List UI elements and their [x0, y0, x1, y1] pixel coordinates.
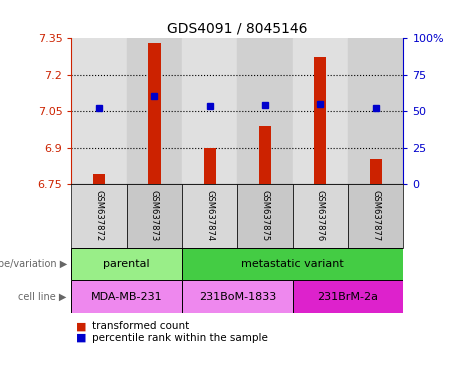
Text: MDA-MB-231: MDA-MB-231	[91, 291, 163, 302]
Text: genotype/variation ▶: genotype/variation ▶	[0, 259, 67, 269]
Text: GSM637872: GSM637872	[95, 190, 104, 242]
Text: parental: parental	[103, 259, 150, 269]
Bar	[348, 184, 403, 248]
Bar	[71, 184, 127, 248]
Text: ■: ■	[76, 321, 87, 331]
Text: GSM637875: GSM637875	[260, 190, 270, 242]
Bar	[259, 126, 271, 184]
Text: percentile rank within the sample: percentile rank within the sample	[92, 333, 268, 343]
Bar	[293, 184, 348, 248]
Text: ■: ■	[76, 333, 87, 343]
Text: GSM637873: GSM637873	[150, 190, 159, 242]
Bar	[71, 248, 182, 280]
Bar	[204, 148, 216, 184]
Text: 231BrM-2a: 231BrM-2a	[318, 291, 378, 302]
Text: transformed count: transformed count	[92, 321, 189, 331]
Bar	[293, 38, 348, 184]
Title: GDS4091 / 8045146: GDS4091 / 8045146	[167, 22, 307, 36]
Text: metastatic variant: metastatic variant	[242, 259, 344, 269]
Bar	[182, 184, 237, 248]
Bar	[71, 38, 127, 184]
Bar	[314, 56, 326, 184]
Bar	[293, 280, 403, 313]
Bar	[182, 248, 403, 280]
Text: GSM637876: GSM637876	[316, 190, 325, 242]
Bar	[370, 159, 382, 184]
Bar	[93, 174, 105, 184]
Text: cell line ▶: cell line ▶	[18, 291, 67, 302]
Bar	[148, 43, 160, 184]
Text: 231BoM-1833: 231BoM-1833	[199, 291, 276, 302]
Bar	[348, 38, 403, 184]
Bar	[127, 184, 182, 248]
Text: GSM637874: GSM637874	[205, 190, 214, 242]
Bar	[182, 38, 237, 184]
Bar	[237, 38, 293, 184]
Bar	[127, 38, 182, 184]
Bar	[71, 280, 182, 313]
Bar	[182, 280, 293, 313]
Text: GSM637877: GSM637877	[371, 190, 380, 242]
Bar	[237, 184, 293, 248]
